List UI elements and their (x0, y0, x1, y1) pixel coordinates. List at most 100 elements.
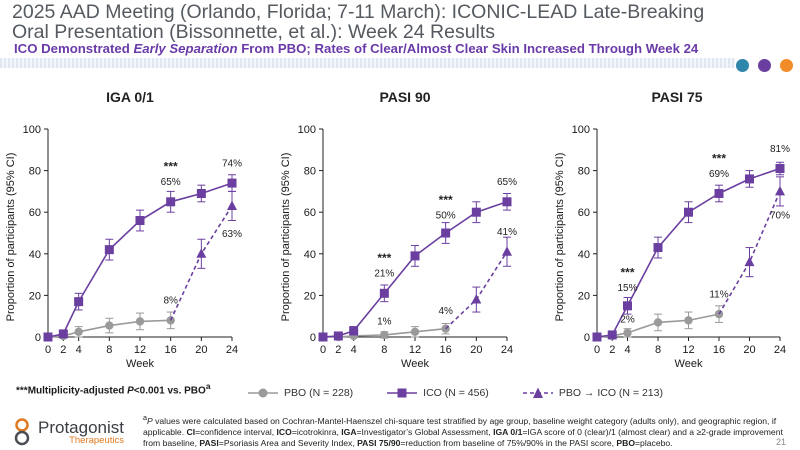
logo-sub: Therapeutics (69, 434, 124, 446)
x-tick-label: 16 (440, 344, 452, 356)
decor-dot-blue (736, 59, 749, 72)
y-tick-label: 0 (310, 332, 316, 344)
y-tick-label: 20 (29, 290, 41, 302)
y-tick-label: 60 (29, 207, 41, 219)
header-band (0, 58, 735, 68)
x-tick-label: 24 (226, 344, 238, 356)
significance-stars: *** (164, 160, 178, 174)
data-label: 81% (770, 144, 790, 155)
y-tick-label: 20 (578, 290, 590, 302)
x-tick-label: 2 (609, 344, 615, 356)
data-label: 65% (497, 177, 517, 188)
data-label: 65% (161, 177, 181, 188)
x-axis-label: Week (675, 358, 703, 370)
note-pasi7590-key: PASI 75/90 (357, 437, 401, 448)
x-tick-label: 4 (624, 344, 630, 356)
footnote-stars: *** (16, 385, 28, 397)
data-point-switch (502, 246, 512, 256)
data-point-ico (745, 174, 754, 184)
x-tick-label: 16 (165, 344, 177, 356)
data-point-pbo (623, 328, 632, 338)
note-pbo-key: PBO (616, 437, 636, 448)
y-tick-label: 40 (304, 249, 316, 261)
data-label: 41% (497, 227, 517, 238)
significance-stars: *** (377, 251, 391, 265)
x-tick-label: 0 (45, 344, 51, 356)
data-label: 11% (709, 289, 728, 300)
data-label: 15% (617, 283, 637, 294)
data-point-pbo (653, 318, 663, 327)
y-tick-label: 0 (35, 332, 41, 344)
y-axis-label: Proportion of participants (95% CI) (554, 153, 566, 322)
footnote-text-post: <0.001 vs. PBO (133, 385, 206, 397)
logo-name: Protagonist (38, 417, 124, 437)
data-label: 21% (374, 269, 394, 280)
slide-title: 2025 AAD Meeting (Orlando, Florida; 7-11… (12, 2, 704, 42)
y-tick-label: 80 (578, 166, 590, 178)
chart-title: IGA 0/1 (106, 89, 154, 105)
note-pbo-val: =placebo. (635, 437, 673, 448)
data-point-ico (684, 207, 693, 217)
legend-switch-label: PBO → ICO (N = 213) (558, 387, 663, 399)
x-tick-label: 16 (713, 344, 725, 356)
note-applicable: applicable. (143, 426, 187, 437)
data-label: 63% (222, 229, 242, 240)
chart-title: PASI 90 (379, 89, 430, 105)
data-point-ico (166, 197, 176, 207)
data-label: 74% (222, 158, 242, 169)
data-point-ico (379, 288, 389, 298)
x-tick-label: 2 (335, 344, 341, 356)
x-tick-label: 8 (655, 344, 661, 356)
y-tick-label: 100 (572, 124, 590, 136)
data-point-switch (744, 256, 755, 267)
note-pasi-val: =Psoriasis Area and Severity Index, (218, 437, 358, 448)
footnote-sup: a (205, 381, 211, 391)
note-iga-val: =Investigator’s Global Assessment, (356, 426, 494, 437)
y-tick-label: 100 (298, 124, 316, 136)
slide-subtitle: ICO Demonstrated Early Separation From P… (14, 41, 698, 56)
y-axis-label: Proportion of participants (95% CI) (5, 153, 17, 322)
y-tick-label: 0 (584, 332, 590, 344)
decor-dot-purple (758, 59, 771, 72)
chart-title: PASI 75 (651, 89, 702, 105)
legend-switch-marker-icon (522, 387, 553, 398)
data-point-switch (227, 200, 237, 210)
data-point-ico (58, 329, 68, 339)
note-pasi-key: PASI (199, 437, 219, 448)
legend: PBO (N = 228) ICO (N = 456) PBO → ICO (N… (248, 387, 697, 399)
data-label: 50% (436, 210, 456, 221)
legend-item-ico: ICO (N = 456) (387, 387, 489, 399)
x-tick-label: 8 (106, 344, 112, 356)
y-tick-label: 80 (29, 166, 41, 178)
x-tick-label: 24 (501, 344, 513, 356)
data-point-ico (349, 326, 359, 336)
legend-ico-marker-icon (387, 388, 418, 398)
data-point-ico (471, 207, 481, 217)
data-point-ico (318, 332, 328, 342)
note-from-baseline: from baseline, (143, 437, 200, 448)
legend-item-switch: PBO → ICO (N = 213) (522, 387, 663, 399)
footnotes-block: aP values were calculated based on Cochr… (143, 413, 783, 449)
data-point-ico (592, 332, 602, 342)
page-number: 21 (775, 437, 786, 447)
note-iga01-val: =IGA score of 0 (clear)/1 (almost clear)… (522, 426, 783, 437)
data-point-ico (653, 243, 663, 253)
data-point-switch (775, 185, 785, 196)
note-iga01-key: IGA 0/1 (493, 426, 523, 437)
decor-dot-orange (780, 59, 793, 72)
data-point-pbo (105, 321, 114, 330)
y-tick-label: 60 (304, 207, 316, 219)
note-ico-key: ICO (276, 426, 292, 437)
x-tick-label: 4 (76, 344, 82, 356)
legend-pbo-label: PBO (N = 228) (284, 387, 354, 399)
significance-stars: *** (439, 193, 453, 207)
legend-ico-label: ICO (N = 456) (423, 387, 489, 399)
data-point-switch (471, 294, 482, 304)
multiplicity-footnote: ***Multiplicity-adjusted P<0.001 vs. PBO… (16, 381, 210, 396)
data-label: 1% (377, 317, 392, 328)
data-point-pbo (684, 316, 693, 325)
x-tick-label: 0 (594, 344, 600, 356)
significance-stars: *** (620, 266, 634, 280)
